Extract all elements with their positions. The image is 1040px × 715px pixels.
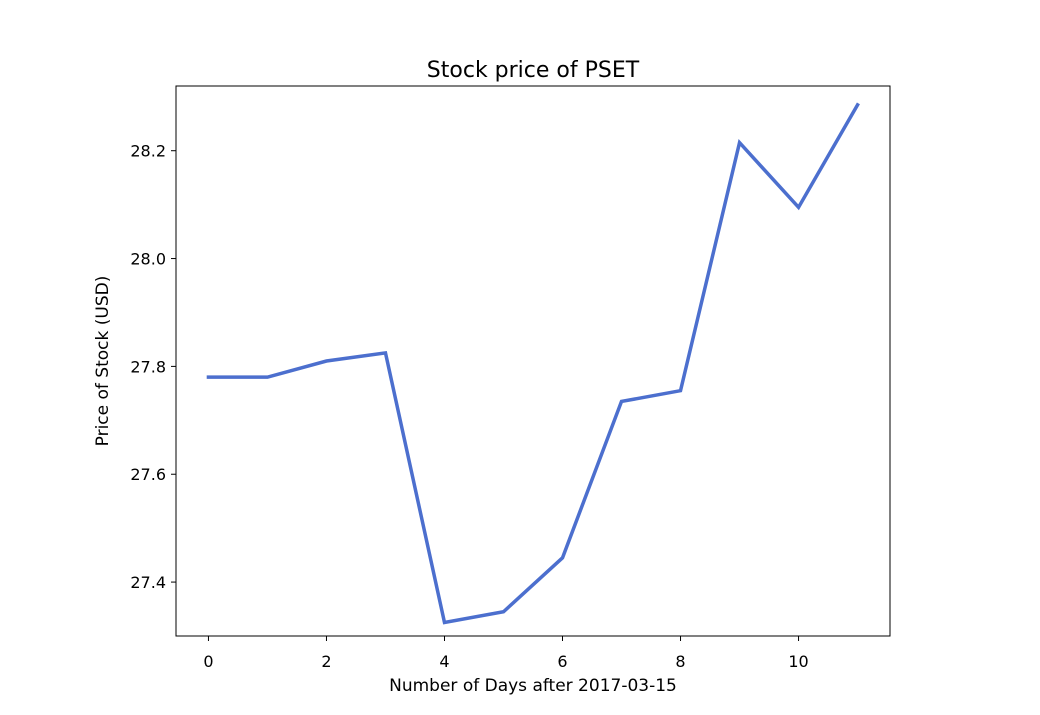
y-tick-label: 27.6 [130,465,166,484]
series-line [206,102,860,625]
y-axis-ticks: 27.4 27.6 27.8 28.0 28.2 [130,142,176,592]
x-tick-label: 4 [439,652,449,671]
y-tick-label: 27.8 [130,357,166,376]
x-tick-label: 2 [321,652,331,671]
y-axis-label: Price of Stock (USD) [93,276,113,447]
series-layer [206,102,860,625]
chart-title: Stock price of PSET [427,58,640,83]
x-tick-label: 0 [203,652,213,671]
y-tick-label: 28.0 [130,250,166,269]
x-tick-label: 6 [557,652,567,671]
x-tick-label: 8 [675,652,685,671]
y-tick-label: 28.2 [130,142,166,161]
y-tick-label: 27.4 [130,573,166,592]
x-axis-label: Number of Days after 2017-03-15 [389,676,677,696]
x-axis-ticks: 0 2 4 6 8 10 [203,636,809,671]
plot-area-frame [175,85,891,637]
x-tick-label: 10 [788,652,808,671]
